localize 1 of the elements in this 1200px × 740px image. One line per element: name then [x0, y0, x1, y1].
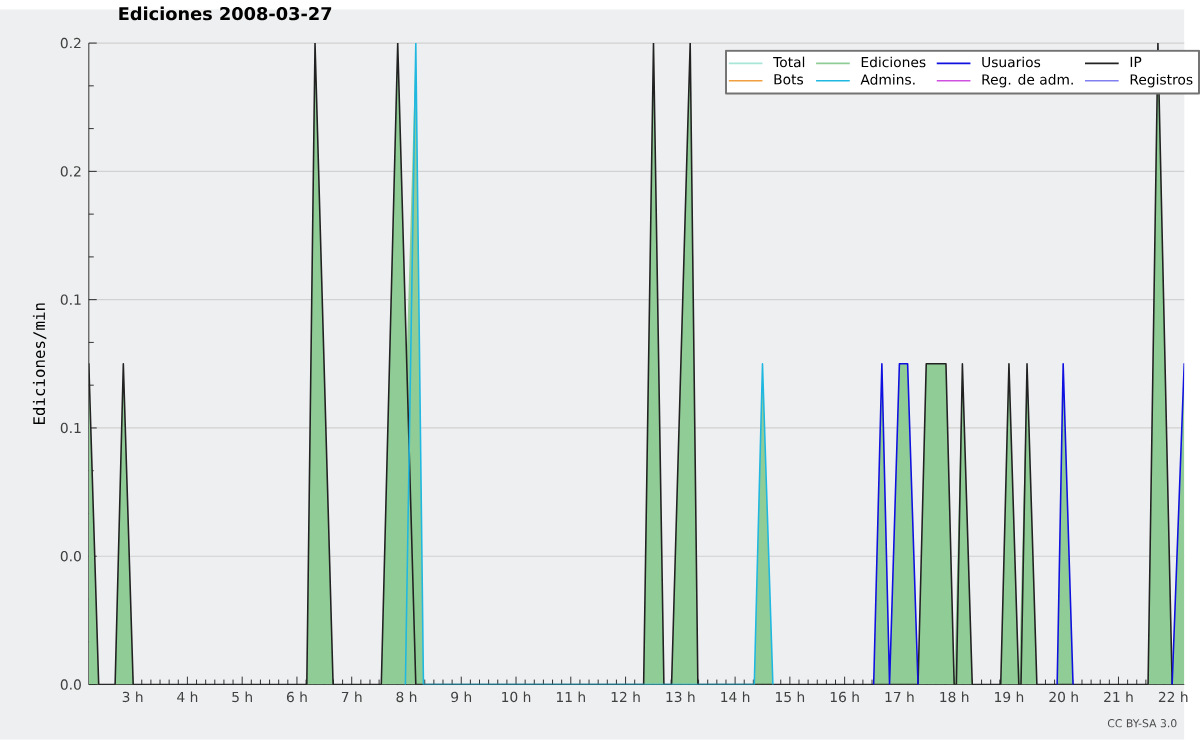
chart-title: Ediciones 2008-03-27 — [119, 6, 332, 21]
